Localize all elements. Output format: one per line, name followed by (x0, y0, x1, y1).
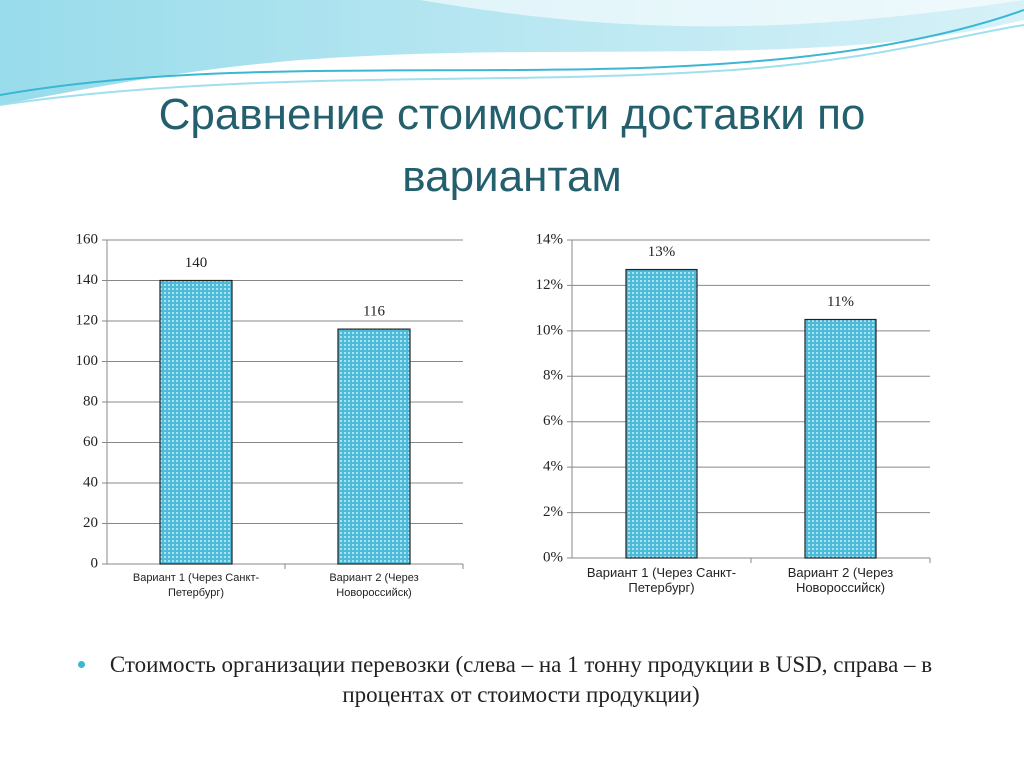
y-tick-label: 8% (543, 368, 563, 384)
x-tick-label: Вариант 1 (Через Санкт-Петербург) (132, 572, 260, 599)
data-label: 116 (363, 304, 385, 320)
y-tick-label: 60 (83, 434, 98, 450)
bar (159, 279, 233, 565)
x-tick-label: Вариант 2 (Через Новороссийск) (329, 572, 419, 599)
y-tick-label: 80 (83, 393, 98, 409)
y-tick-label: 2% (543, 504, 563, 520)
y-tick-label: 4% (543, 459, 563, 475)
bar (804, 318, 877, 559)
y-tick-label: 140 (76, 272, 99, 288)
bullet-dot (78, 661, 85, 668)
y-tick-label: 0 (91, 555, 99, 571)
slide-title: Сравнение стоимости доставки по варианта… (158, 90, 866, 201)
bar (625, 268, 698, 559)
data-label: 11% (827, 294, 854, 310)
y-tick-label: 160 (76, 231, 99, 247)
y-tick-label: 0% (543, 549, 563, 565)
header-waves (0, 0, 1024, 106)
y-tick-label: 6% (543, 413, 563, 429)
x-tick-label: Вариант 2 (Через Новороссийск) (787, 565, 894, 595)
y-tick-label: 40 (83, 474, 98, 490)
data-label: 13% (648, 244, 676, 260)
bullet-text: Стоимость организации перевозки (слева –… (109, 652, 933, 707)
y-tick-label: 100 (76, 353, 99, 369)
y-tick-label: 10% (536, 322, 564, 338)
y-tick-label: 20 (83, 515, 98, 531)
bar (337, 328, 411, 565)
y-tick-label: 14% (536, 231, 564, 247)
y-tick-label: 120 (76, 312, 99, 328)
y-tick-label: 12% (536, 277, 564, 293)
x-tick-label: Вариант 1 (Через Санкт-Петербург) (586, 565, 737, 595)
data-label: 140 (185, 255, 208, 271)
